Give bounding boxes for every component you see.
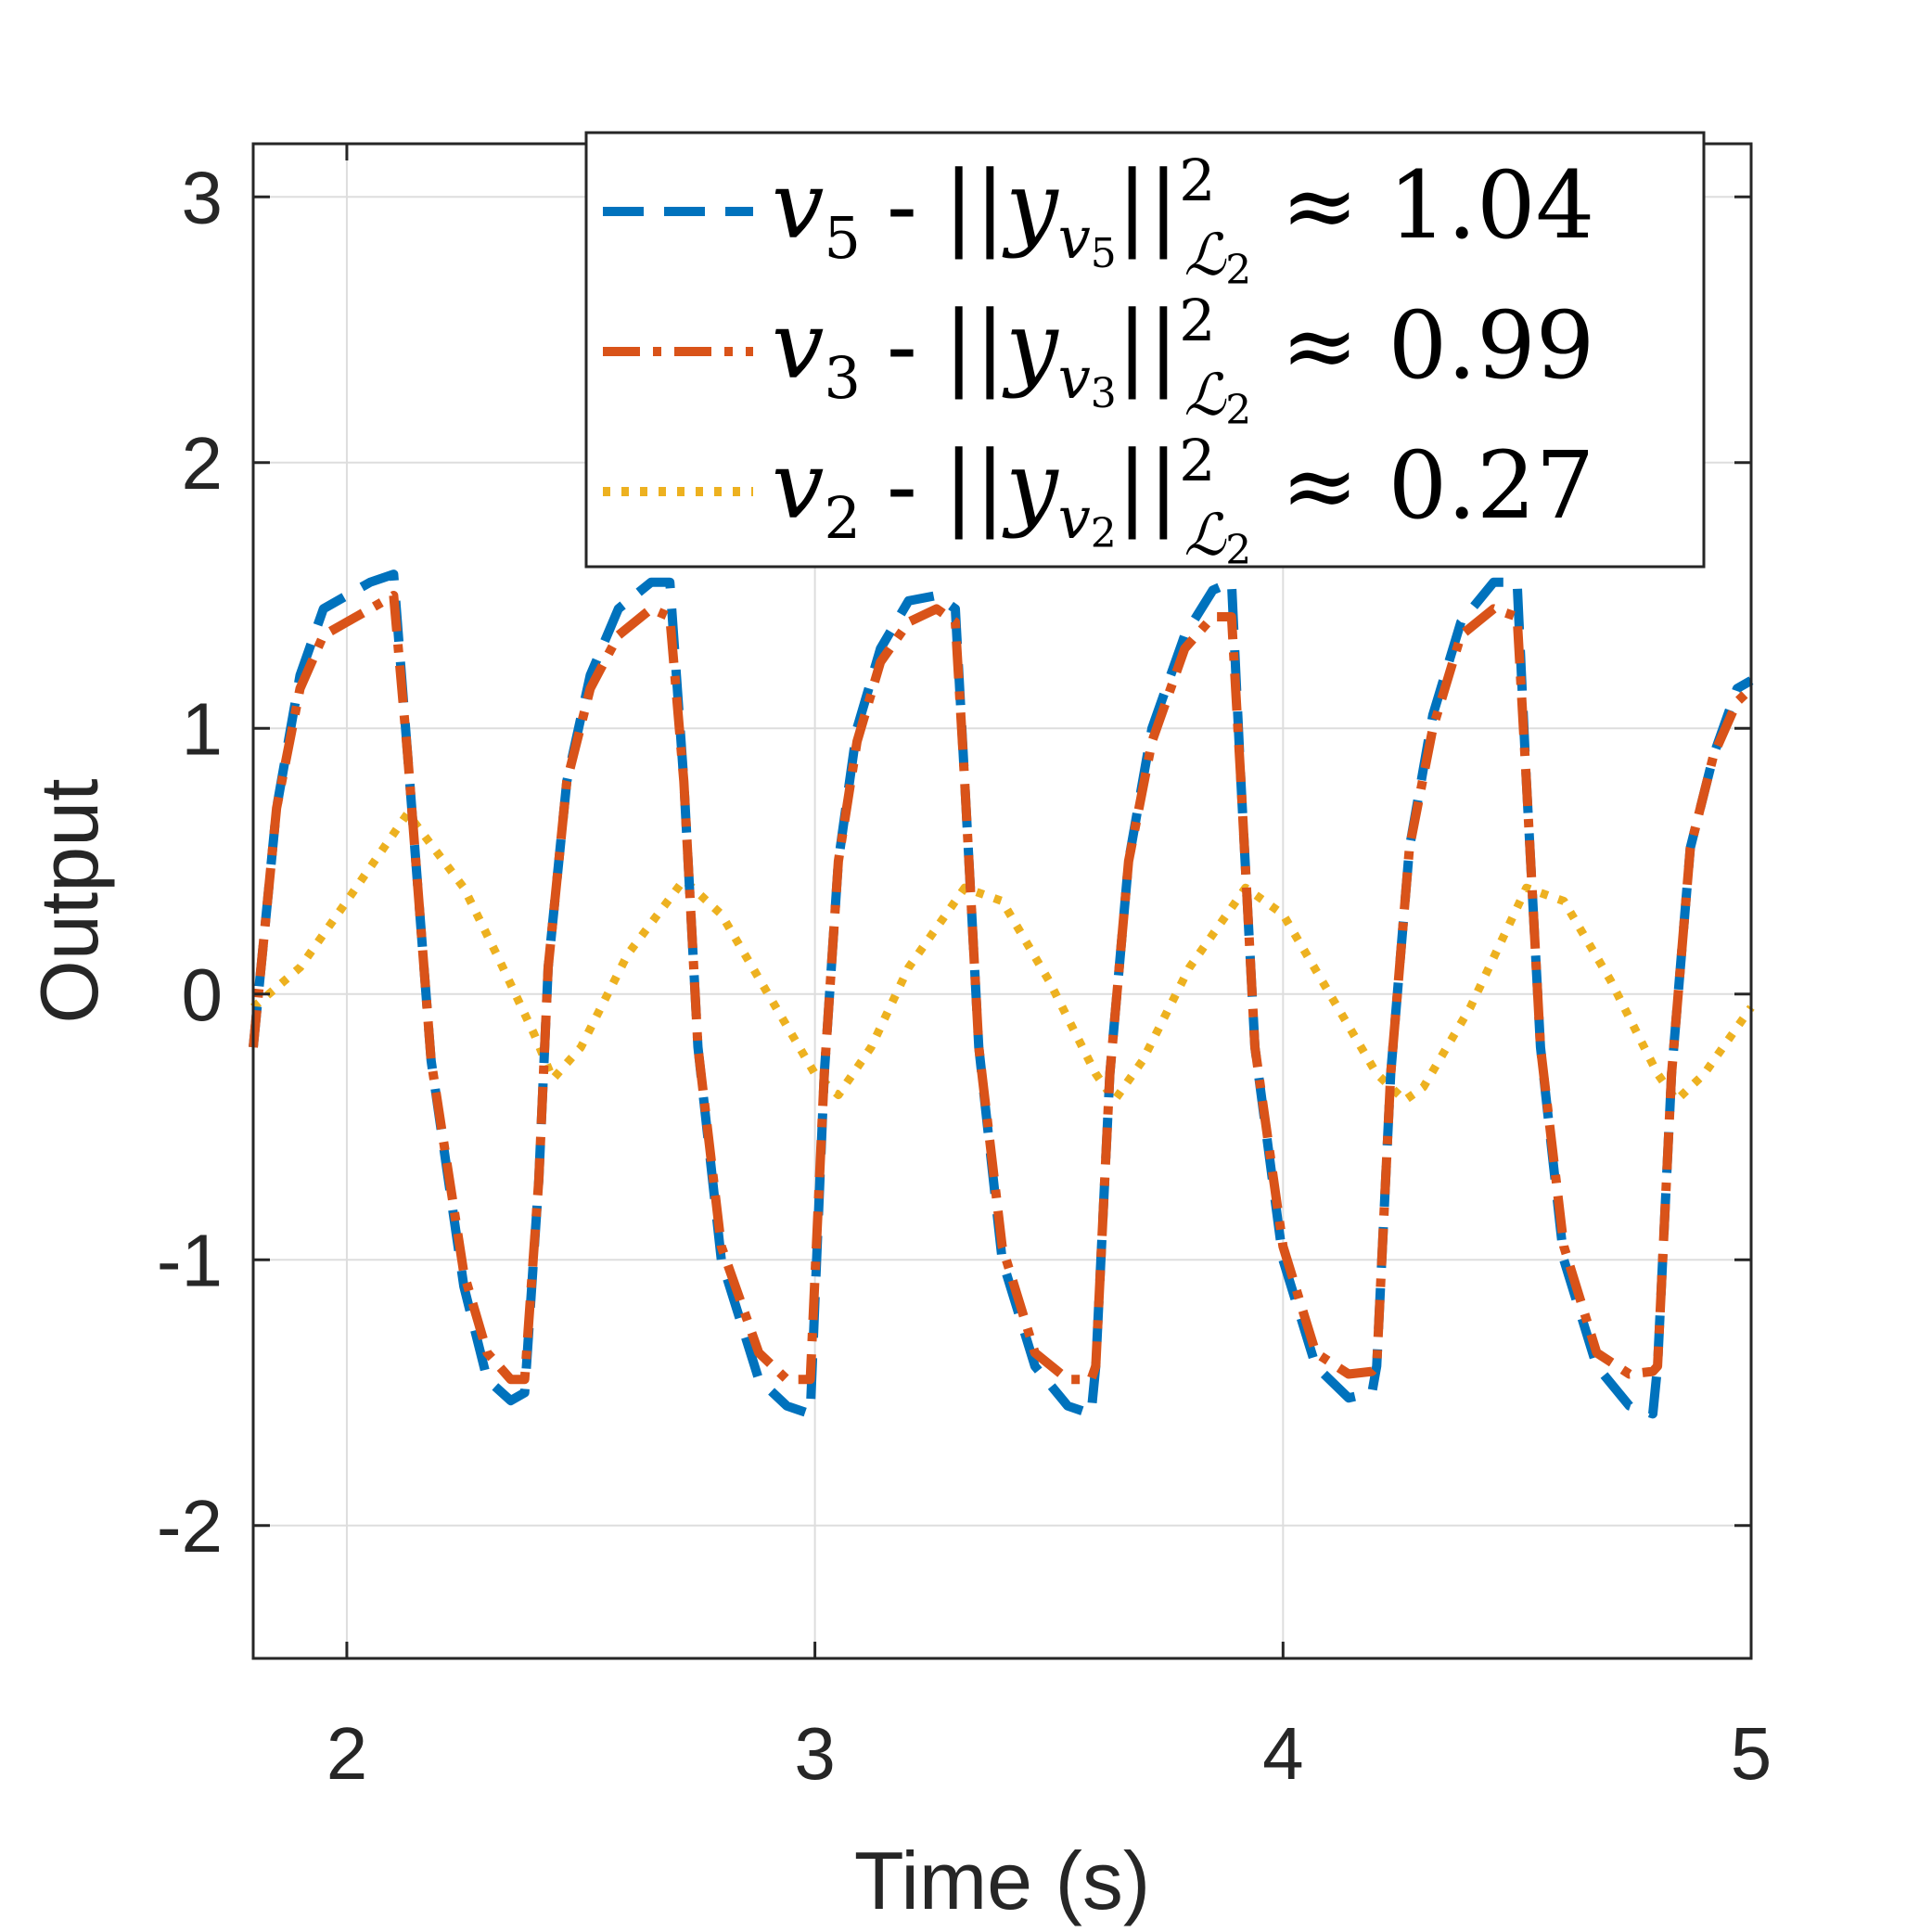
ticks: 2 3 4 5 3 2 1 0 -1 -2	[157, 144, 1772, 1795]
legend-entry-v2: v2 - ||yv2||2 ℒ2 ≈ 0.27	[603, 427, 1594, 574]
legend-label-v3: v3 - ||yv3||2 ℒ2 ≈ 0.99	[772, 287, 1594, 434]
series-v3-line	[249, 591, 1755, 1385]
x-tick-label: 5	[1731, 1712, 1772, 1795]
y-tick-label: 1	[182, 687, 224, 770]
y-tick-label: 2	[182, 422, 224, 505]
x-axis-label: Time (s)	[854, 1835, 1150, 1926]
y-axis-label: Output	[23, 778, 115, 1023]
series-v5-line	[249, 569, 1754, 1419]
x-tick-label: 3	[794, 1712, 836, 1795]
x-tick-label: 4	[1262, 1712, 1304, 1795]
legend-entry-v3: v3 - ||yv3||2 ℒ2 ≈ 0.99	[603, 287, 1594, 434]
y-tick-label: 3	[182, 156, 224, 238]
legend-label-v2: v2 - ||yv2||2 ℒ2 ≈ 0.27	[772, 427, 1594, 574]
y-tick-label: -2	[157, 1485, 223, 1567]
legend-box	[584, 131, 1706, 569]
x-tick-label: 2	[326, 1712, 368, 1795]
legend-label-v5: v5 - ||yv5||2 ℒ2 ≈ 1.04	[772, 147, 1594, 294]
y-tick-label: -1	[157, 1219, 223, 1301]
y-tick-label: 0	[182, 953, 224, 1036]
legend-entry-v5: v5 - ||yv5||2 ℒ2 ≈ 1.04	[603, 147, 1594, 294]
series-layer	[249, 569, 1755, 1419]
